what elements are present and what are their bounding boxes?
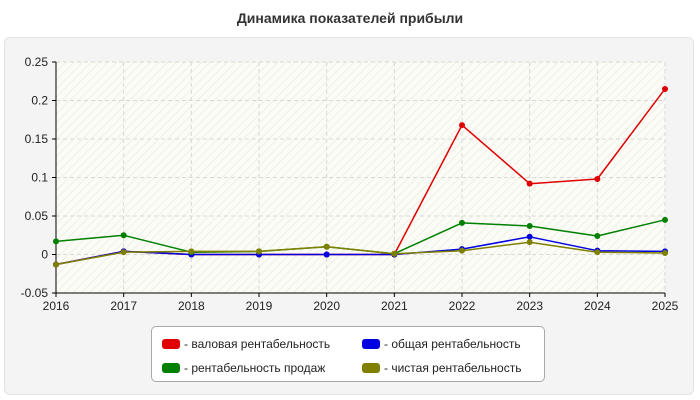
x-tick-label-3: 2019 (246, 299, 273, 313)
y-tick-label-2: 0.05 (25, 209, 49, 223)
legend-label-gross: - валовая рентабельность (184, 337, 331, 351)
legend-item-total: - общая рентабельность (362, 336, 542, 352)
data-point-net-2025 (662, 249, 668, 256)
x-tick-label-1: 2017 (110, 299, 137, 313)
legend-label-net: - чистая рентабельность (384, 361, 522, 375)
data-point-gross-2025 (662, 85, 668, 92)
series-line-total (55, 236, 666, 266)
data-point-net-2019 (256, 248, 262, 255)
data-point-sales-2025 (662, 216, 668, 223)
legend: - валовая рентабельность - общая рентабе… (151, 326, 545, 382)
legend-label-sales: - рентабельность продаж (184, 361, 326, 375)
x-tick-label-0: 2016 (43, 299, 70, 313)
data-point-gross-2023 (526, 180, 533, 187)
data-point-net-2020 (323, 243, 330, 250)
data-point-sales-2024 (594, 233, 601, 240)
series-net (53, 239, 668, 268)
legend-item-sales: - рентабельность продаж (162, 360, 362, 376)
legend-item-net: - чистая рентабельность (362, 360, 542, 376)
data-point-net-2023 (526, 239, 533, 246)
data-point-sales-2023 (526, 223, 533, 230)
y-tick-label-1: 0 (41, 248, 48, 262)
x-tick-label-6: 2022 (449, 299, 476, 313)
data-point-total-2023 (526, 233, 533, 240)
data-point-total-2020 (323, 251, 330, 258)
data-point-sales-2016 (53, 238, 59, 245)
x-tick-label-8: 2024 (584, 299, 611, 313)
legend-swatch-gross (162, 339, 180, 349)
data-point-net-2024 (594, 249, 601, 256)
chart-title: Динамика показателей прибыли (236, 10, 464, 26)
x-tick-label-4: 2020 (313, 299, 340, 313)
data-point-sales-2017 (120, 232, 127, 239)
data-point-net-2021 (391, 250, 398, 257)
x-tick-label-9: 2025 (652, 299, 679, 313)
x-tick-label-2: 2018 (178, 299, 205, 313)
data-point-gross-2024 (594, 176, 601, 183)
series-line-net (55, 241, 666, 266)
data-point-net-2022 (459, 247, 465, 254)
y-tick-label-3: 0.1 (31, 171, 48, 185)
y-tick-label-6: 0.25 (25, 55, 49, 69)
x-tick-label-7: 2023 (516, 299, 543, 313)
y-tick-label-4: 0.15 (25, 132, 49, 146)
legend-label-total: - общая рентабельность (384, 337, 521, 351)
data-point-net-2018 (188, 248, 195, 255)
legend-swatch-sales (162, 363, 180, 373)
data-point-sales-2022 (459, 219, 465, 226)
y-tick-label-0: -0.05 (21, 286, 49, 300)
data-point-gross-2022 (459, 122, 465, 129)
legend-swatch-total (362, 339, 380, 349)
legend-item-gross: - валовая рентабельность (162, 336, 362, 352)
y-tick-label-5: 0.2 (31, 94, 48, 108)
data-point-net-2017 (120, 249, 127, 256)
legend-swatch-net (362, 363, 380, 373)
x-tick-label-5: 2021 (381, 299, 408, 313)
data-point-net-2016 (53, 261, 59, 268)
